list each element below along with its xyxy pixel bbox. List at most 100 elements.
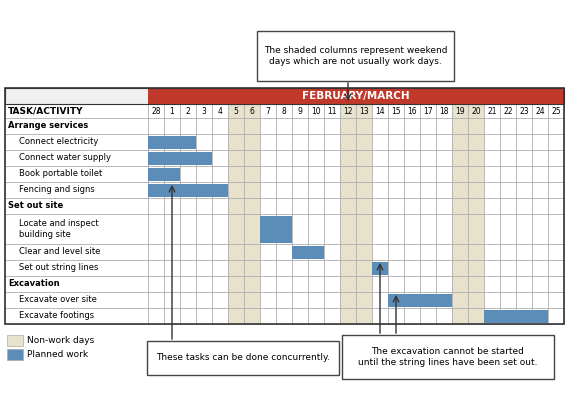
Bar	[436, 214, 452, 244]
Bar	[260, 118, 276, 134]
Bar	[532, 134, 548, 150]
Bar	[180, 244, 196, 260]
Bar	[388, 166, 404, 182]
Bar	[180, 214, 196, 244]
Bar	[388, 104, 404, 118]
Bar	[228, 198, 244, 214]
Bar	[388, 276, 404, 292]
Bar	[420, 104, 436, 118]
FancyBboxPatch shape	[257, 31, 454, 81]
Text: 22: 22	[503, 107, 513, 115]
Bar	[500, 166, 516, 182]
Bar	[420, 244, 436, 260]
Bar	[5, 134, 148, 150]
Bar	[308, 182, 324, 198]
Bar	[500, 260, 516, 276]
Bar	[196, 276, 212, 292]
Bar	[324, 214, 340, 244]
Bar	[468, 134, 484, 150]
Bar	[404, 166, 420, 182]
Bar	[308, 134, 324, 150]
Text: 28: 28	[151, 107, 161, 115]
Bar	[324, 150, 340, 166]
Bar	[516, 182, 532, 198]
Text: 10: 10	[311, 107, 321, 115]
Bar	[260, 182, 276, 198]
Bar	[548, 182, 564, 198]
Bar	[532, 244, 548, 260]
Bar	[276, 198, 292, 214]
Bar	[516, 166, 532, 182]
Text: 7: 7	[265, 107, 271, 115]
Bar	[420, 292, 436, 308]
Bar	[292, 182, 308, 198]
Text: 8: 8	[282, 107, 286, 115]
Bar	[436, 308, 452, 324]
Bar	[340, 308, 356, 324]
Text: Set out string lines: Set out string lines	[19, 263, 98, 273]
Bar	[340, 214, 356, 244]
Bar	[196, 182, 212, 198]
Bar	[196, 308, 212, 324]
Bar	[276, 214, 292, 244]
Bar	[164, 260, 180, 276]
Bar	[180, 166, 196, 182]
Bar	[420, 260, 436, 276]
Bar	[5, 260, 148, 276]
Bar	[196, 244, 212, 260]
Bar	[532, 276, 548, 292]
Bar	[228, 276, 244, 292]
Bar	[484, 292, 500, 308]
Bar	[164, 150, 180, 166]
Bar	[324, 244, 340, 260]
Bar	[308, 118, 324, 134]
Bar	[372, 214, 388, 244]
Bar	[532, 214, 548, 244]
Bar	[436, 260, 452, 276]
Bar	[212, 292, 228, 308]
Bar	[340, 166, 356, 182]
Bar	[452, 260, 468, 276]
Bar	[212, 244, 228, 260]
Bar	[260, 104, 276, 118]
Bar	[372, 104, 388, 118]
Text: 19: 19	[455, 107, 465, 115]
Bar	[196, 292, 212, 308]
Bar	[260, 134, 276, 150]
Bar	[500, 198, 516, 214]
Bar	[500, 292, 516, 308]
Bar	[292, 246, 324, 258]
Bar	[452, 134, 468, 150]
Bar	[468, 104, 484, 118]
Text: 3: 3	[201, 107, 207, 115]
Bar	[468, 150, 484, 166]
Bar	[468, 244, 484, 260]
Bar	[452, 150, 468, 166]
Bar	[484, 198, 500, 214]
Bar	[180, 104, 196, 118]
Bar	[180, 198, 196, 214]
Text: 13: 13	[359, 107, 369, 115]
Bar	[532, 292, 548, 308]
Bar	[148, 150, 164, 166]
Bar	[420, 134, 436, 150]
Bar	[196, 134, 212, 150]
Text: TASK/ACTIVITY: TASK/ACTIVITY	[8, 107, 84, 115]
Bar	[356, 214, 372, 244]
Bar	[308, 308, 324, 324]
Bar	[404, 244, 420, 260]
Bar	[5, 118, 148, 134]
Bar	[532, 166, 548, 182]
Bar	[340, 182, 356, 198]
Bar	[7, 335, 23, 346]
Bar	[180, 134, 196, 150]
Bar	[5, 150, 148, 166]
Bar	[324, 118, 340, 134]
Bar	[548, 292, 564, 308]
Bar	[356, 260, 372, 276]
Bar	[148, 292, 164, 308]
Bar	[484, 104, 500, 118]
Bar	[516, 104, 532, 118]
Bar	[436, 150, 452, 166]
Bar	[196, 214, 212, 244]
